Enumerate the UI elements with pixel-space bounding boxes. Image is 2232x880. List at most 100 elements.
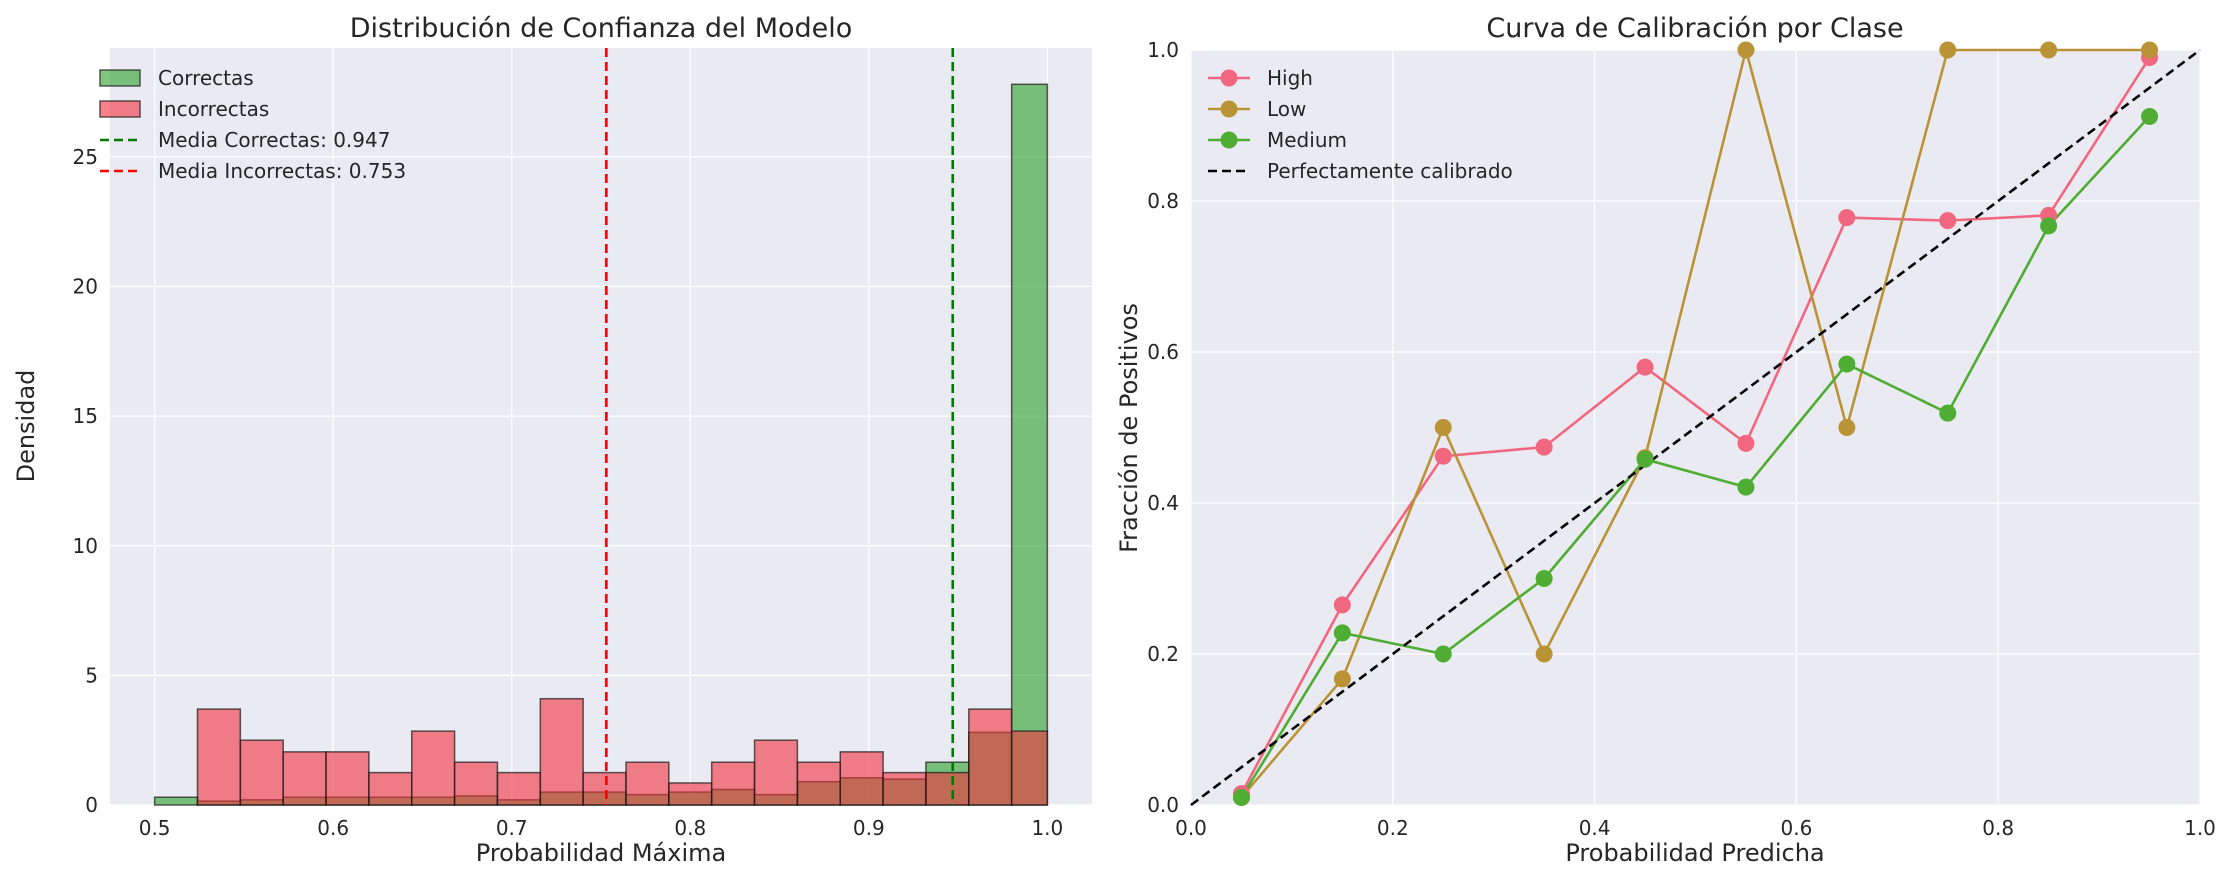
x-tick-label: 0.6 [1780, 816, 1812, 840]
histogram-bar-incorrectas [796, 761, 842, 806]
plot-area-background [110, 48, 1092, 805]
histogram-bar-incorrectas [453, 761, 499, 806]
x-axis-label: Probabilidad Predicha [1565, 839, 1824, 867]
legend-label: Media Correctas: 0.947 [158, 128, 390, 152]
data-point-low [1333, 670, 1351, 688]
y-tick-label: 0.8 [1147, 189, 1179, 213]
legend-label: High [1267, 66, 1313, 90]
histogram-bar-incorrectas [368, 771, 413, 806]
series-line-low [1240, 48, 2150, 799]
calibration-curve-panel: 0.0 0.2 0.4 0.6 0.8 1.0 0.0 0.2 0.4 0.6 0.8 1.0 Cu… [1115, 13, 2216, 867]
y-axis-label: Densidad [12, 370, 40, 483]
data-point-medium [1636, 450, 1654, 468]
histogram-bar-incorrectas [710, 761, 756, 806]
x-tick-label: 0.5 [139, 816, 171, 840]
perfect-calibration-line [1190, 48, 2201, 807]
y-tick-label: 0.4 [1147, 491, 1179, 515]
y-tick-labels: 0 5 10 15 20 25 [73, 145, 98, 817]
x-tick-label: 1.0 [1031, 816, 1063, 840]
data-point-low [2141, 41, 2159, 59]
y-axis-label: Fracción de Positivos [1115, 303, 1143, 553]
x-tick-labels: 0.0 0.2 0.4 0.6 0.8 1.0 [1175, 816, 2216, 840]
data-point-high [1737, 434, 1755, 452]
y-tick-label: 1.0 [1147, 38, 1179, 62]
y-tick-label: 10 [73, 534, 98, 558]
legend-label: Low [1267, 97, 1306, 121]
data-point-medium [2141, 107, 2159, 125]
legend-marker [1220, 100, 1238, 118]
series-line-high [1240, 56, 2151, 795]
histogram-bar-correctas [153, 796, 199, 806]
data-point-medium [1535, 570, 1553, 587]
legend-label: Correctas [158, 66, 254, 90]
data-point-high [1434, 447, 1452, 465]
histogram-bar-incorrectas [582, 771, 627, 806]
data-point-low [2040, 41, 2058, 59]
histogram-bar-incorrectas [668, 782, 713, 806]
y-tick-label: 0.2 [1147, 642, 1179, 666]
data-point-high [1636, 358, 1654, 376]
histogram-bar-incorrectas [410, 730, 456, 806]
confidence-histogram-panel: 0.5 0.6 0.7 0.8 0.9 1.0 0 5 10 15 20 25 Distribuci… [12, 13, 1092, 867]
y-tick-label: 25 [73, 145, 98, 169]
y-tick-label: 20 [73, 275, 98, 299]
x-axis-label: Probabilidad Máxima [476, 839, 726, 867]
x-tick-label: 0.8 [674, 816, 706, 840]
legend-label: Media Incorrectas: 0.753 [158, 159, 406, 183]
histogram-bar-incorrectas [196, 708, 242, 806]
series-line-medium [1240, 115, 2151, 799]
histogram-bar-incorrectas [882, 771, 927, 806]
y-tick-label: 0 [85, 793, 98, 817]
histogram-bar-incorrectas [282, 751, 327, 806]
y-tick-label: 0.0 [1147, 793, 1179, 817]
data-point-high [1535, 438, 1553, 456]
y-tick-labels: 0.0 0.2 0.4 0.6 0.8 1.0 [1147, 38, 1179, 817]
legend: Correctas Incorrectas Media Correctas: 0.9… [99, 66, 406, 183]
data-point-medium [1232, 788, 1250, 806]
data-point-high [1939, 212, 1957, 230]
data-point-low [1535, 645, 1553, 663]
data-point-high [1333, 596, 1351, 614]
legend-label: Medium [1267, 128, 1347, 152]
y-tick-label: 15 [73, 404, 98, 428]
x-tick-label: 0.4 [1579, 816, 1611, 840]
histogram-bar-incorrectas [925, 771, 970, 806]
data-point-medium [1939, 404, 1957, 422]
data-point-medium [1838, 355, 1856, 373]
x-tick-label: 0.2 [1377, 816, 1409, 840]
data-point-low [1434, 419, 1452, 436]
histogram-bar-correctas [1010, 83, 1049, 806]
legend-label: Perfectamente calibrado [1267, 159, 1513, 183]
data-point-low [1737, 41, 1755, 59]
chart-title: Curva de Calibración por Clase [1486, 13, 1903, 44]
legend-swatch [99, 69, 141, 87]
data-point-low [1939, 41, 1957, 59]
data-point-low [1838, 419, 1856, 436]
grid-lines [110, 48, 1092, 806]
x-tick-label: 0.8 [1982, 816, 2014, 840]
histogram-bar-incorrectas [239, 739, 284, 806]
data-point-medium [1737, 478, 1755, 496]
data-point-medium [1333, 624, 1351, 642]
calibration-lines [1190, 41, 2201, 807]
y-tick-label: 0.6 [1147, 340, 1179, 364]
histogram-bar-incorrectas [539, 697, 584, 806]
legend-label: Incorrectas [158, 97, 269, 121]
histogram-bars [153, 83, 1049, 806]
chart-title: Distribución de Confianza del Modelo [350, 13, 853, 44]
x-tick-label: 0.6 [317, 816, 349, 840]
histogram-bar-incorrectas [753, 739, 799, 806]
x-tick-labels: 0.5 0.6 0.7 0.8 0.9 1.0 [139, 816, 1064, 840]
histogram-bar-incorrectas [968, 708, 1013, 806]
x-tick-label: 0.9 [853, 816, 885, 840]
histogram-bar-incorrectas [839, 751, 884, 806]
legend-swatch [99, 100, 141, 118]
data-point-high [1838, 209, 1856, 227]
x-tick-label: 1.0 [2184, 816, 2216, 840]
data-point-medium [1434, 645, 1452, 663]
histogram-bar-incorrectas [625, 761, 670, 806]
grid-lines [1190, 49, 2201, 806]
histogram-bar-incorrectas [1010, 730, 1049, 806]
x-tick-label: 0.7 [496, 816, 528, 840]
